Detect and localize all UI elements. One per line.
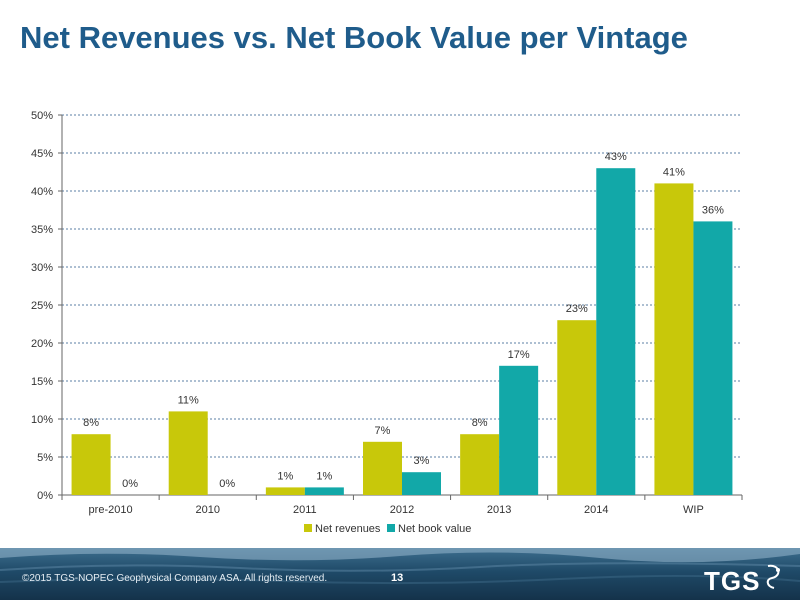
x-tick-label: 2012 [390,504,414,516]
bar-net-book-value [693,221,733,495]
data-label: 0% [219,478,235,490]
page-number: 13 [391,572,404,584]
bar-chart: 0% 5% 10% 15% 20% 25% 30% 35% 40% 45% 50% pre-2010… [31,110,743,535]
data-label: 8% [83,417,99,429]
legend: Net revenues Net book value [304,523,471,535]
y-tick-label: 0% [37,490,53,502]
bar-net-book-value [402,472,441,495]
bar-net-book-value [499,365,539,495]
data-label: 3% [414,455,430,467]
bar-net-book-value [596,168,636,495]
x-tick-label: 2010 [195,504,219,516]
data-label: 11% [178,394,199,406]
legend-label: Net book value [398,523,471,535]
y-axis-ticks: 0% 5% 10% 15% 20% 25% 30% 35% 40% 45% 50% [31,110,53,502]
data-label: 7% [375,425,391,437]
x-tick-label: 2011 [293,504,317,516]
data-label: 8% [472,417,488,429]
bar-net-revenues [265,487,305,495]
sea-wave-background [0,548,800,585]
data-label: 1% [316,470,332,482]
y-tick-label: 45% [31,148,53,160]
bar-net-book-value [304,487,344,495]
y-tick-label: 50% [31,110,53,122]
y-tick-label: 5% [37,452,53,464]
copyright-text: ©2015 TGS-NOPEC Geophysical Company ASA.… [22,573,328,584]
y-tick-label: 35% [31,224,53,236]
data-label: 36% [702,204,724,216]
bar-net-revenues [168,411,208,495]
bar-net-revenues [654,183,694,495]
x-tick-label: WIP [683,504,704,516]
legend-swatch [304,524,312,532]
legend-label: Net revenues [315,523,381,535]
page-title: Net Revenues vs. Net Book Value per Vint… [20,20,688,55]
x-tick-label: pre-2010 [89,504,133,516]
logo-swirl-icon [766,564,780,589]
y-tick-label: 25% [31,300,53,312]
y-tick-label: 40% [31,186,53,198]
y-tick-label: 15% [31,376,53,388]
footer-band: ©2015 TGS-NOPEC Geophysical Company ASA.… [0,548,800,600]
bar-net-revenues [71,434,111,495]
y-tick-label: 30% [31,262,53,274]
bar-net-revenues [363,441,402,495]
data-labels: 8% 0% 11% 0% 1% 1% 7% 3% 8% 17% 23% 43% 41% 36% [83,151,724,490]
data-label: 23% [566,303,588,315]
y-tick-label: 20% [31,338,53,350]
company-logo: TGS [704,566,761,596]
bars [71,168,733,495]
x-axis-ticks: pre-2010 2010 2011 2012 2013 2014 WIP [89,504,704,516]
data-label: 43% [605,151,627,163]
bar-net-revenues [557,320,597,495]
data-label: 41% [663,166,685,178]
bar-net-revenues [460,434,500,495]
data-label: 0% [122,478,138,490]
data-label: 1% [277,470,293,482]
data-label: 17% [508,349,530,361]
legend-swatch [387,524,395,532]
x-tick-label: 2014 [584,504,608,516]
y-tick-label: 10% [31,414,53,426]
x-tick-label: 2013 [487,504,511,516]
